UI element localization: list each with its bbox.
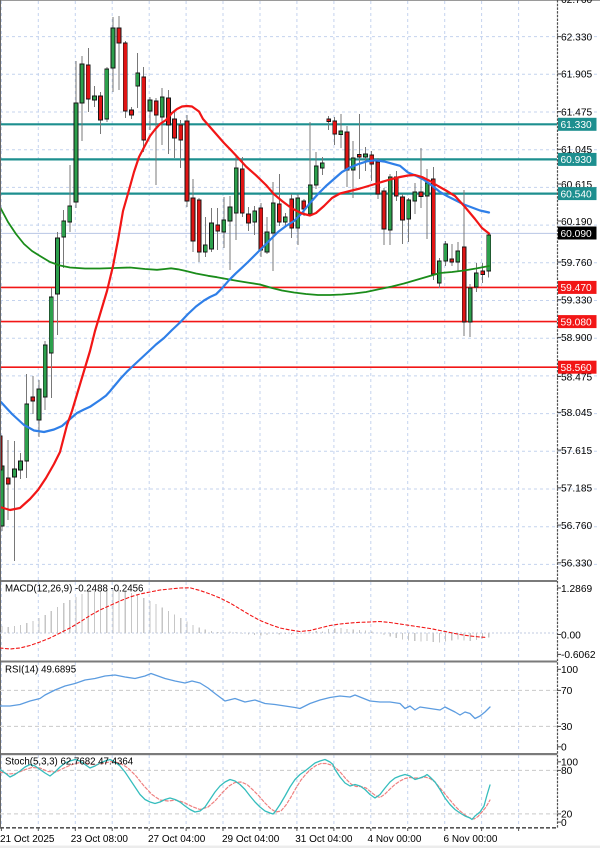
svg-text:61.330: 61.330 [561, 120, 592, 131]
svg-text:57.185: 57.185 [561, 484, 592, 495]
svg-text:0.00: 0.00 [561, 630, 581, 641]
svg-text:70: 70 [561, 686, 573, 697]
svg-text:23 Oct 08:00: 23 Oct 08:00 [71, 834, 129, 845]
svg-text:0: 0 [561, 818, 567, 829]
svg-text:60.930: 60.930 [561, 155, 592, 166]
svg-text:56.330: 56.330 [561, 559, 592, 570]
svg-text:59.080: 59.080 [561, 317, 592, 328]
svg-text:6 Nov 00:00: 6 Nov 00:00 [444, 834, 498, 845]
svg-text:56.760: 56.760 [561, 521, 592, 532]
svg-text:59.330: 59.330 [561, 296, 592, 307]
svg-text:62.760: 62.760 [561, 0, 592, 6]
svg-text:60.615: 60.615 [561, 180, 592, 191]
svg-text:61.905: 61.905 [561, 70, 592, 81]
svg-text:57.615: 57.615 [561, 446, 592, 457]
svg-text:60.190: 60.190 [561, 217, 592, 228]
svg-text:1.2869: 1.2869 [561, 584, 592, 595]
svg-text:59.760: 59.760 [561, 258, 592, 269]
svg-text:29 Oct 04:00: 29 Oct 04:00 [222, 834, 280, 845]
svg-text:Stoch(5,3,3) 62.7682 47.4364: Stoch(5,3,3) 62.7682 47.4364 [5, 757, 134, 768]
svg-text:61.045: 61.045 [561, 145, 592, 156]
svg-text:4 Nov 00:00: 4 Nov 00:00 [368, 834, 422, 845]
svg-text:21 Oct 2025: 21 Oct 2025 [0, 834, 55, 845]
svg-text:60.090: 60.090 [561, 229, 592, 240]
svg-text:100: 100 [561, 758, 578, 769]
svg-text:58.045: 58.045 [561, 408, 592, 419]
svg-text:58.560: 58.560 [561, 363, 592, 374]
svg-text:62.330: 62.330 [561, 32, 592, 43]
svg-text:RSI(14) 49.6895: RSI(14) 49.6895 [5, 665, 76, 676]
svg-text:20: 20 [561, 810, 573, 821]
svg-text:59.470: 59.470 [561, 283, 592, 294]
svg-text:31 Oct 04:00: 31 Oct 04:00 [295, 834, 353, 845]
svg-text:0: 0 [561, 743, 567, 754]
svg-text:MACD(12,26,9) -0.2488 -0.2456: MACD(12,26,9) -0.2488 -0.2456 [5, 584, 143, 595]
svg-text:80: 80 [561, 766, 573, 777]
svg-text:-0.6062: -0.6062 [561, 650, 596, 661]
svg-text:27 Oct 04:00: 27 Oct 04:00 [148, 834, 206, 845]
svg-text:61.475: 61.475 [561, 107, 592, 118]
svg-text:60.540: 60.540 [561, 189, 592, 200]
svg-text:30: 30 [561, 722, 573, 733]
svg-text:58.900: 58.900 [561, 333, 592, 344]
svg-text:100: 100 [561, 665, 578, 676]
svg-text:58.475: 58.475 [561, 372, 592, 383]
